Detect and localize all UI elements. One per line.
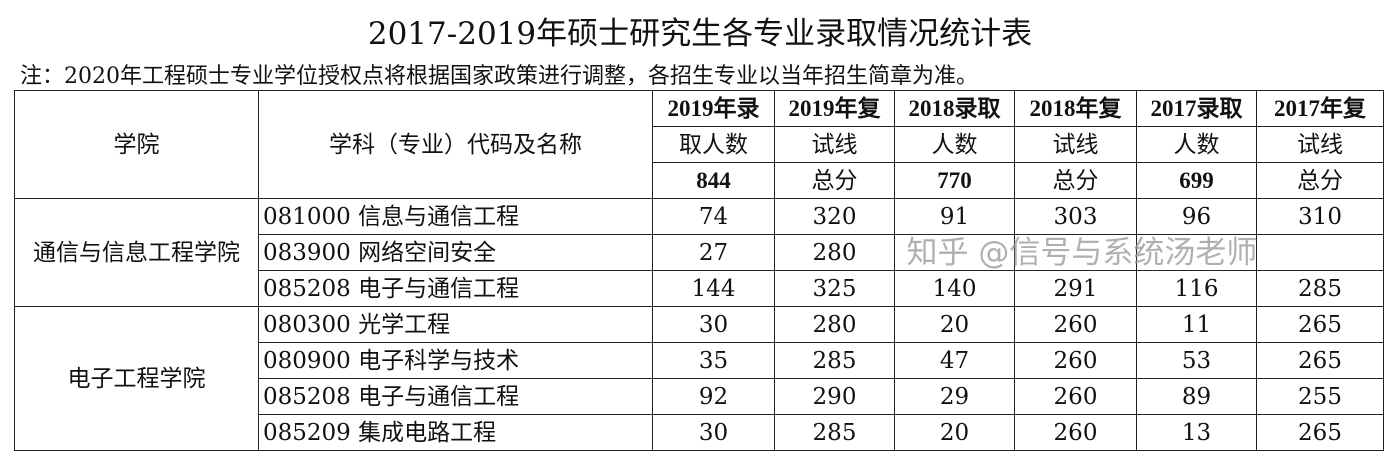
- header-2019-admit: 2019年录: [652, 90, 775, 127]
- value-cell: 320: [774, 198, 895, 235]
- major-cell: 083900 网络空间安全: [258, 234, 653, 271]
- value-cell: 116: [1136, 270, 1257, 307]
- value-cell: 291: [1014, 270, 1137, 307]
- value-cell: 285: [774, 342, 895, 379]
- header-2017-line: 2017年复: [1256, 90, 1384, 127]
- header-2019-line: 2019年复: [774, 90, 895, 127]
- major-cell: 085208 电子与通信工程: [258, 270, 653, 307]
- table-row: 085208 电子与通信工程 92 290 29 260 89 255: [15, 378, 1384, 415]
- value-cell: 53: [1136, 342, 1257, 379]
- value-cell: [1014, 234, 1137, 271]
- value-cell: 96: [1136, 198, 1257, 235]
- value-cell: 92: [652, 378, 775, 415]
- header-2018-line-2: 试线: [1014, 126, 1137, 163]
- header-row: 学院 学科（专业）代码及名称 2019年录 2019年复 2018录取 2018…: [14, 90, 1384, 199]
- table-row: 085209 集成电路工程 30 285 20 260 13 265: [15, 414, 1384, 451]
- value-cell: 255: [1256, 378, 1384, 415]
- table-row: 080900 电子科学与技术 35 285 47 260 53 265: [15, 342, 1384, 379]
- major-cell: 081000 信息与通信工程: [258, 198, 653, 235]
- header-2017-admit-2: 人数: [1136, 126, 1257, 163]
- value-cell: 20: [894, 306, 1015, 343]
- value-cell: 265: [1256, 306, 1384, 343]
- major-cell: 080900 电子科学与技术: [258, 342, 653, 379]
- value-cell: 27: [652, 234, 775, 271]
- header-2018-admit: 2018录取: [894, 90, 1015, 127]
- total-2018: 770: [894, 162, 1015, 199]
- value-cell: 47: [894, 342, 1015, 379]
- header-2019-admit-2: 取人数: [652, 126, 775, 163]
- value-cell: 285: [1256, 270, 1384, 307]
- value-cell: 89: [1136, 378, 1257, 415]
- value-cell: 13: [1136, 414, 1257, 451]
- table-row: 电子工程学院 080300 光学工程 30 280 20 260 11 265: [14, 306, 1384, 451]
- value-cell: 260: [1014, 306, 1137, 343]
- value-cell: 325: [774, 270, 895, 307]
- value-cell: 265: [1256, 342, 1384, 379]
- major-cell: 085208 电子与通信工程: [258, 378, 653, 415]
- header-major: 学科（专业）代码及名称: [258, 90, 653, 199]
- value-cell: 280: [774, 306, 895, 343]
- value-cell: 35: [652, 342, 775, 379]
- value-cell: 310: [1256, 198, 1384, 235]
- value-cell: 30: [652, 306, 775, 343]
- header-2017-line-2: 试线: [1256, 126, 1384, 163]
- major-cell: 080300 光学工程: [258, 306, 653, 343]
- header-college: 学院: [14, 90, 259, 199]
- header-2018-line: 2018年复: [1014, 90, 1137, 127]
- value-cell: 290: [774, 378, 895, 415]
- value-cell: 140: [894, 270, 1015, 307]
- header-total-score: 总分: [774, 162, 895, 199]
- value-cell: [894, 234, 1015, 271]
- value-cell: 303: [1014, 198, 1137, 235]
- admission-table: 学院 学科（专业）代码及名称 2019年录 2019年复 2018录取 2018…: [14, 90, 1384, 451]
- total-2019: 844: [652, 162, 775, 199]
- note: 注：2020年工程硕士专业学位授权点将根据国家政策进行调整，各招生专业以当年招生…: [20, 64, 978, 89]
- value-cell: 260: [1014, 378, 1137, 415]
- header-2018-admit-2: 人数: [894, 126, 1015, 163]
- total-2017: 699: [1136, 162, 1257, 199]
- college-cell: 电子工程学院: [14, 306, 259, 451]
- table-row: 085208 电子与通信工程 144 325 140 291 116 285: [15, 270, 1384, 307]
- value-cell: 260: [1014, 342, 1137, 379]
- value-cell: [1136, 234, 1257, 271]
- header-total-score: 总分: [1014, 162, 1137, 199]
- value-cell: 280: [774, 234, 895, 271]
- value-cell: 20: [894, 414, 1015, 451]
- value-cell: 30: [652, 414, 775, 451]
- value-cell: 29: [894, 378, 1015, 415]
- header-2019-line-2: 试线: [774, 126, 895, 163]
- value-cell: 91: [894, 198, 1015, 235]
- value-cell: 74: [652, 198, 775, 235]
- page-title: 2017-2019年硕士研究生各专业录取情况统计表: [367, 16, 1033, 52]
- value-cell: 265: [1256, 414, 1384, 451]
- value-cell: 285: [774, 414, 895, 451]
- major-cell: 085209 集成电路工程: [258, 414, 653, 451]
- value-cell: [1256, 234, 1384, 271]
- header-total-score: 总分: [1256, 162, 1384, 199]
- header-2017-admit: 2017录取: [1136, 90, 1257, 127]
- college-cell: 通信与信息工程学院: [14, 198, 259, 307]
- value-cell: 144: [652, 270, 775, 307]
- value-cell: 260: [1014, 414, 1137, 451]
- value-cell: 11: [1136, 306, 1257, 343]
- table-row: 通信与信息工程学院 081000 信息与通信工程 74 320 91 303 96 310: [14, 198, 1384, 307]
